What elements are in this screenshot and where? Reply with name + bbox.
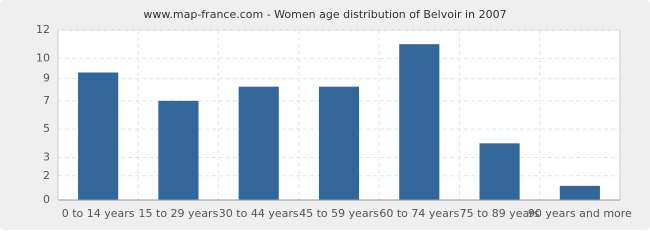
chart-title: www.map-france.com - Women age distribut… xyxy=(143,8,506,21)
x-tick-label: 45 to 59 years xyxy=(299,207,379,220)
bar xyxy=(238,86,279,200)
chart: www.map-france.com - Women age distribut… xyxy=(0,0,650,230)
x-tick-label: 15 to 29 years xyxy=(139,207,219,220)
page: www.map-france.com - Women age distribut… xyxy=(0,0,650,230)
x-tick-label: 75 to 89 years xyxy=(460,207,540,220)
bar xyxy=(399,44,440,200)
y-tick-label: 10 xyxy=(36,51,50,64)
x-tick-label: 90 years and more xyxy=(528,207,632,220)
x-tick-label: 0 to 14 years xyxy=(62,207,135,220)
bar xyxy=(479,143,520,200)
y-tick-label: 9 xyxy=(43,72,50,85)
y-tick-label: 7 xyxy=(43,94,50,107)
y-tick-label: 5 xyxy=(43,122,50,135)
x-tick-label: 60 to 74 years xyxy=(379,207,459,220)
bar xyxy=(559,185,600,200)
bar xyxy=(158,100,199,200)
bar xyxy=(318,86,360,200)
y-tick-label: 0 xyxy=(43,193,50,206)
y-tick-label: 3 xyxy=(43,151,50,164)
x-tick-label: 30 to 44 years xyxy=(219,207,299,220)
y-tick-label: 12 xyxy=(36,23,50,36)
bar xyxy=(78,72,119,200)
y-tick-label: 2 xyxy=(43,169,50,182)
